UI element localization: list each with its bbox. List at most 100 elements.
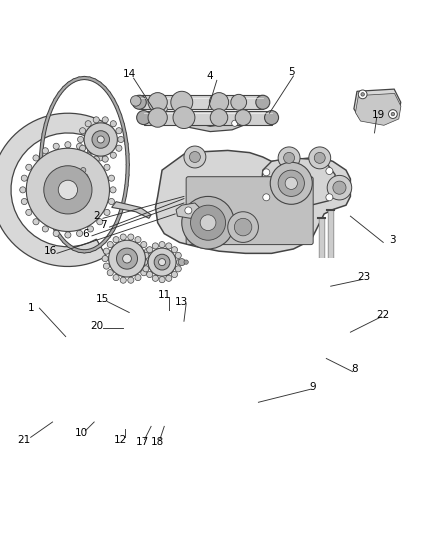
Circle shape — [174, 116, 180, 123]
Circle shape — [265, 110, 279, 125]
Circle shape — [116, 145, 122, 151]
Circle shape — [278, 170, 304, 197]
Circle shape — [103, 263, 110, 269]
Circle shape — [20, 187, 26, 193]
Circle shape — [110, 120, 117, 127]
Text: 4: 4 — [207, 71, 214, 81]
Circle shape — [178, 259, 185, 265]
Circle shape — [21, 175, 28, 181]
Circle shape — [146, 255, 152, 262]
Circle shape — [391, 112, 395, 116]
Circle shape — [189, 151, 200, 163]
Circle shape — [131, 96, 141, 106]
Circle shape — [173, 107, 195, 128]
Circle shape — [83, 174, 88, 179]
FancyBboxPatch shape — [186, 177, 313, 245]
Circle shape — [148, 248, 176, 276]
Circle shape — [389, 110, 397, 118]
Circle shape — [309, 147, 331, 169]
Text: 13: 13 — [175, 296, 188, 306]
Circle shape — [128, 277, 134, 283]
Polygon shape — [139, 95, 263, 109]
Circle shape — [150, 105, 156, 111]
Text: 10: 10 — [74, 428, 88, 438]
Polygon shape — [354, 89, 401, 122]
Circle shape — [120, 234, 126, 240]
Circle shape — [145, 248, 151, 254]
Circle shape — [148, 108, 167, 127]
Circle shape — [87, 226, 94, 232]
Circle shape — [175, 252, 181, 259]
Circle shape — [53, 230, 59, 237]
Circle shape — [33, 219, 39, 225]
Circle shape — [171, 247, 177, 253]
Circle shape — [108, 198, 114, 205]
Circle shape — [132, 95, 146, 109]
Circle shape — [235, 110, 251, 125]
Circle shape — [102, 156, 108, 162]
Circle shape — [231, 94, 247, 110]
Polygon shape — [176, 203, 199, 219]
Text: 15: 15 — [96, 294, 110, 304]
Circle shape — [159, 259, 166, 265]
Circle shape — [175, 266, 181, 272]
Circle shape — [92, 131, 110, 148]
Circle shape — [120, 277, 126, 283]
Text: 11: 11 — [158, 290, 171, 300]
Text: 21: 21 — [18, 434, 31, 445]
Circle shape — [270, 162, 312, 204]
Circle shape — [152, 275, 159, 281]
Circle shape — [147, 247, 153, 253]
Text: 7: 7 — [99, 220, 106, 230]
Circle shape — [107, 270, 113, 276]
Circle shape — [141, 259, 148, 265]
Circle shape — [327, 175, 352, 200]
Circle shape — [21, 198, 28, 205]
Circle shape — [33, 155, 39, 161]
Circle shape — [148, 93, 167, 112]
Circle shape — [232, 120, 238, 126]
Circle shape — [118, 136, 124, 142]
Circle shape — [185, 207, 192, 214]
Circle shape — [104, 209, 110, 215]
Circle shape — [53, 143, 59, 149]
Text: 12: 12 — [114, 434, 127, 445]
Circle shape — [210, 109, 228, 126]
Text: 18: 18 — [151, 437, 164, 447]
Circle shape — [85, 120, 91, 127]
Circle shape — [177, 259, 183, 265]
Text: 2: 2 — [93, 211, 100, 221]
Circle shape — [102, 255, 108, 262]
Circle shape — [171, 271, 177, 278]
Polygon shape — [356, 93, 401, 125]
Circle shape — [263, 169, 270, 176]
Circle shape — [97, 155, 103, 161]
Circle shape — [228, 212, 258, 243]
Text: 3: 3 — [389, 235, 396, 245]
Circle shape — [109, 240, 145, 277]
Circle shape — [326, 167, 333, 174]
Circle shape — [184, 146, 206, 168]
Circle shape — [143, 266, 149, 272]
Circle shape — [166, 275, 172, 281]
Circle shape — [26, 209, 32, 215]
Circle shape — [141, 270, 147, 276]
Circle shape — [184, 260, 188, 264]
Circle shape — [135, 274, 141, 281]
Circle shape — [77, 143, 83, 149]
Text: 9: 9 — [310, 382, 317, 392]
Circle shape — [42, 148, 49, 154]
Circle shape — [80, 145, 86, 151]
Text: 19: 19 — [372, 110, 385, 120]
Circle shape — [128, 234, 134, 240]
Circle shape — [263, 194, 270, 201]
Circle shape — [102, 117, 108, 123]
Polygon shape — [171, 116, 243, 132]
Circle shape — [65, 232, 71, 238]
Circle shape — [77, 230, 83, 237]
Circle shape — [141, 241, 147, 248]
Circle shape — [84, 123, 117, 156]
Circle shape — [161, 106, 167, 112]
Circle shape — [200, 215, 216, 231]
Circle shape — [256, 95, 270, 109]
